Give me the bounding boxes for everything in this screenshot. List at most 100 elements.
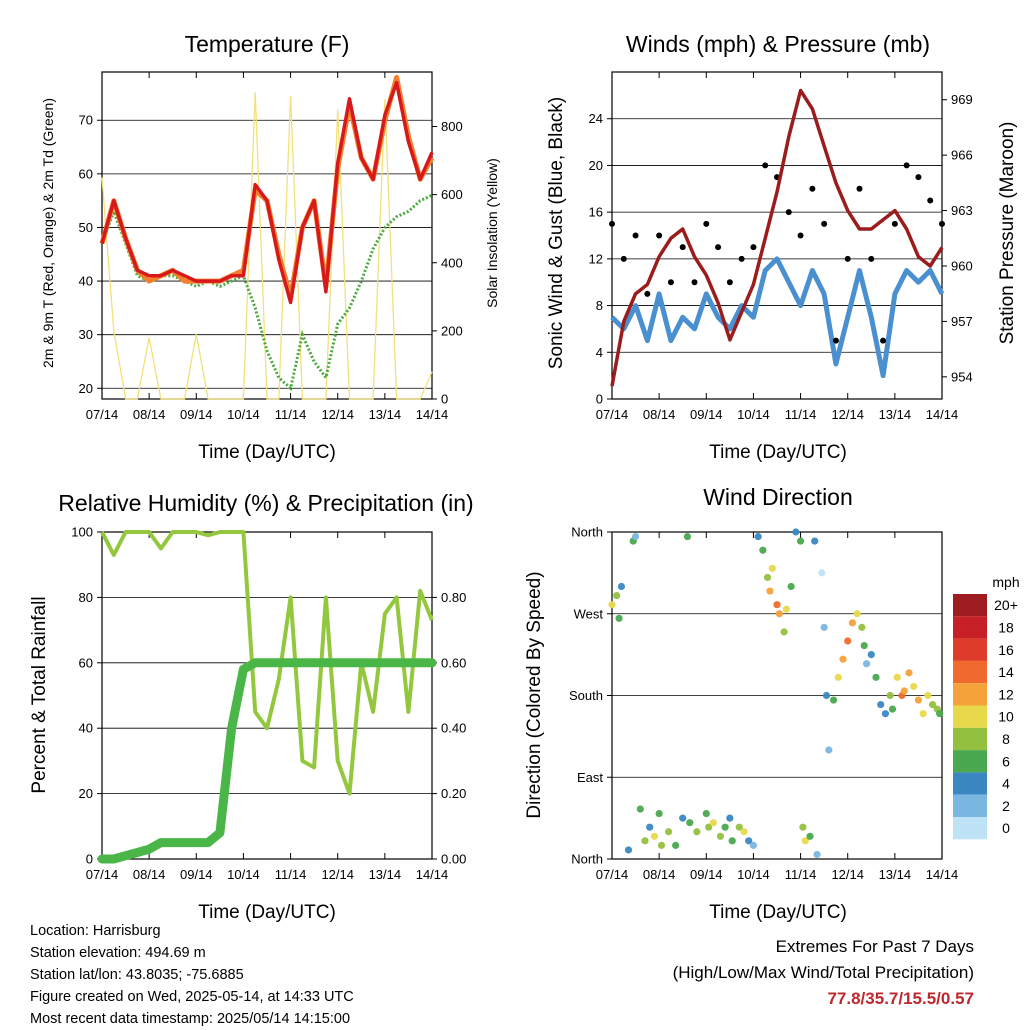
gust-point (927, 197, 934, 204)
humidity-xlabel: Time (Day/UTC) (198, 902, 336, 923)
direction-xtick-label: 08/14 (643, 867, 676, 882)
direction-point (686, 819, 694, 827)
direction-point (799, 823, 807, 831)
gust-point (632, 232, 639, 239)
direction-ytick-label: North (571, 852, 603, 867)
direction-point (893, 673, 901, 681)
direction-point (759, 546, 767, 554)
gust-point (844, 255, 851, 262)
winds-ytick-label: 8 (596, 298, 603, 313)
temperature-title: Temperature (F) (185, 31, 350, 57)
direction-point (780, 628, 788, 636)
gust-point (620, 255, 627, 262)
direction-point (705, 823, 713, 831)
legend-label: 20+ (994, 597, 1018, 613)
direction-point (664, 828, 673, 836)
humidity-y2tick-label: 0.60 (441, 655, 466, 670)
direction-point (839, 655, 847, 663)
legend-swatch (953, 660, 987, 684)
humidity-y2tick-label: 0.20 (441, 786, 466, 801)
winds-ytick-label: 0 (596, 392, 603, 407)
direction-point (806, 832, 814, 840)
temperature-xtick-label: 11/14 (275, 407, 307, 422)
direction-point (766, 587, 774, 595)
humidity-ylabel-left: Percent & Total Rainfall (29, 596, 50, 793)
winds-ytick-label: 20 (589, 158, 603, 173)
gust-point (691, 279, 698, 286)
direction-point (848, 619, 857, 627)
temperature-ytick-label: 60 (79, 166, 93, 181)
dewpoint-line (100, 193, 433, 392)
legend-label: 2 (1002, 798, 1010, 814)
humidity-y2tick-label: 0.80 (441, 590, 466, 605)
gust-point (891, 220, 898, 227)
humidity-xtick-label: 11/14 (275, 867, 307, 882)
relative-humidity-line (100, 530, 434, 796)
temperature-y2tick-label: 400 (441, 255, 463, 270)
extremes-values: 77.8/35.7/15.5/0.57 (827, 989, 974, 1008)
station-pressure-line (610, 88, 944, 387)
humidity-plot: 07/14 08/14 09/14 10/14 11/14 12/14 13/14 14/14… (71, 525, 466, 883)
direction-point (773, 601, 781, 609)
direction-point (683, 532, 692, 541)
winds-plot: 07/14 08/14 09/14 10/14 11/14 12/14 13/14 14/14… (589, 71, 973, 422)
temperature-xtick-label: 09/14 (180, 407, 213, 422)
extremes-subtitle: (High/Low/Max Wind/Total Precipitation) (672, 963, 974, 982)
direction-xtick-label: 11/14 (785, 867, 817, 882)
direction-point (631, 532, 640, 541)
gust-point (939, 220, 945, 227)
created-text: Figure created on Wed, 2025-05-14, at 14… (30, 989, 354, 1005)
direction-point (905, 669, 913, 677)
winds-xtick-label: 08/14 (643, 407, 676, 422)
gust-point (715, 244, 722, 251)
direction-point (679, 814, 687, 822)
winds-xtick-label: 11/14 (785, 407, 817, 422)
humidity-title: Relative Humidity (%) & Precipitation (i… (58, 490, 473, 516)
extremes-title: Extremes For Past 7 Days (775, 937, 974, 956)
temperature-plot: 07/14 08/14 09/14 10/14 11/14 12/14 13/14 14/14… (79, 71, 463, 422)
direction-point (716, 832, 725, 840)
direction-xtick-label: 10/14 (737, 867, 770, 882)
winds-ytick-label: 16 (589, 205, 603, 220)
humidity-xtick-label: 12/14 (321, 867, 354, 882)
humidity-y2tick-label: 0.00 (441, 852, 466, 867)
gust-point (667, 279, 674, 286)
speed-legend: 20+ 18 16 14 12 10 8 6 4 2 0 (953, 594, 1018, 840)
direction-ytick-label: East (577, 770, 603, 785)
direction-point (641, 837, 649, 845)
direction-xtick-label: 09/14 (690, 867, 723, 882)
direction-point (672, 841, 680, 849)
legend-swatch (953, 683, 987, 706)
temperature-xtick-label: 08/14 (133, 407, 166, 422)
direction-point (768, 564, 776, 572)
legend-swatch (953, 772, 987, 795)
direction-point (829, 696, 838, 704)
direction-point (617, 582, 626, 591)
direction-point (910, 682, 918, 691)
gust-point (903, 162, 910, 169)
gust-point (809, 185, 816, 192)
direction-point (775, 610, 783, 618)
direction-point (928, 700, 937, 709)
winds-frame (611, 71, 943, 400)
legend-label: 10 (998, 709, 1014, 725)
direction-point (740, 828, 748, 836)
winds-y2tick-label: 963 (951, 203, 973, 218)
gust-point (644, 290, 651, 297)
temperature-ytick-label: 40 (79, 274, 93, 289)
direction-ytick-label: North (571, 525, 603, 540)
legend-label: 0 (1002, 820, 1010, 836)
direction-point (822, 691, 831, 700)
direction-xtick-label: 07/14 (596, 867, 629, 882)
direction-point (726, 814, 734, 822)
temperature-ytick-label: 20 (79, 381, 93, 396)
temperature-ylabel-right: Solar Insolation (Yellow) (484, 158, 500, 308)
direction-point (735, 823, 743, 831)
direction-point (624, 846, 633, 854)
legend-label: 8 (1002, 731, 1010, 747)
gust-point (609, 220, 615, 227)
temperature-xlabel: Time (Day/UTC) (198, 442, 336, 463)
direction-point (820, 623, 828, 631)
direction-point (881, 710, 890, 718)
humidity-xtick-label: 08/14 (133, 867, 166, 882)
